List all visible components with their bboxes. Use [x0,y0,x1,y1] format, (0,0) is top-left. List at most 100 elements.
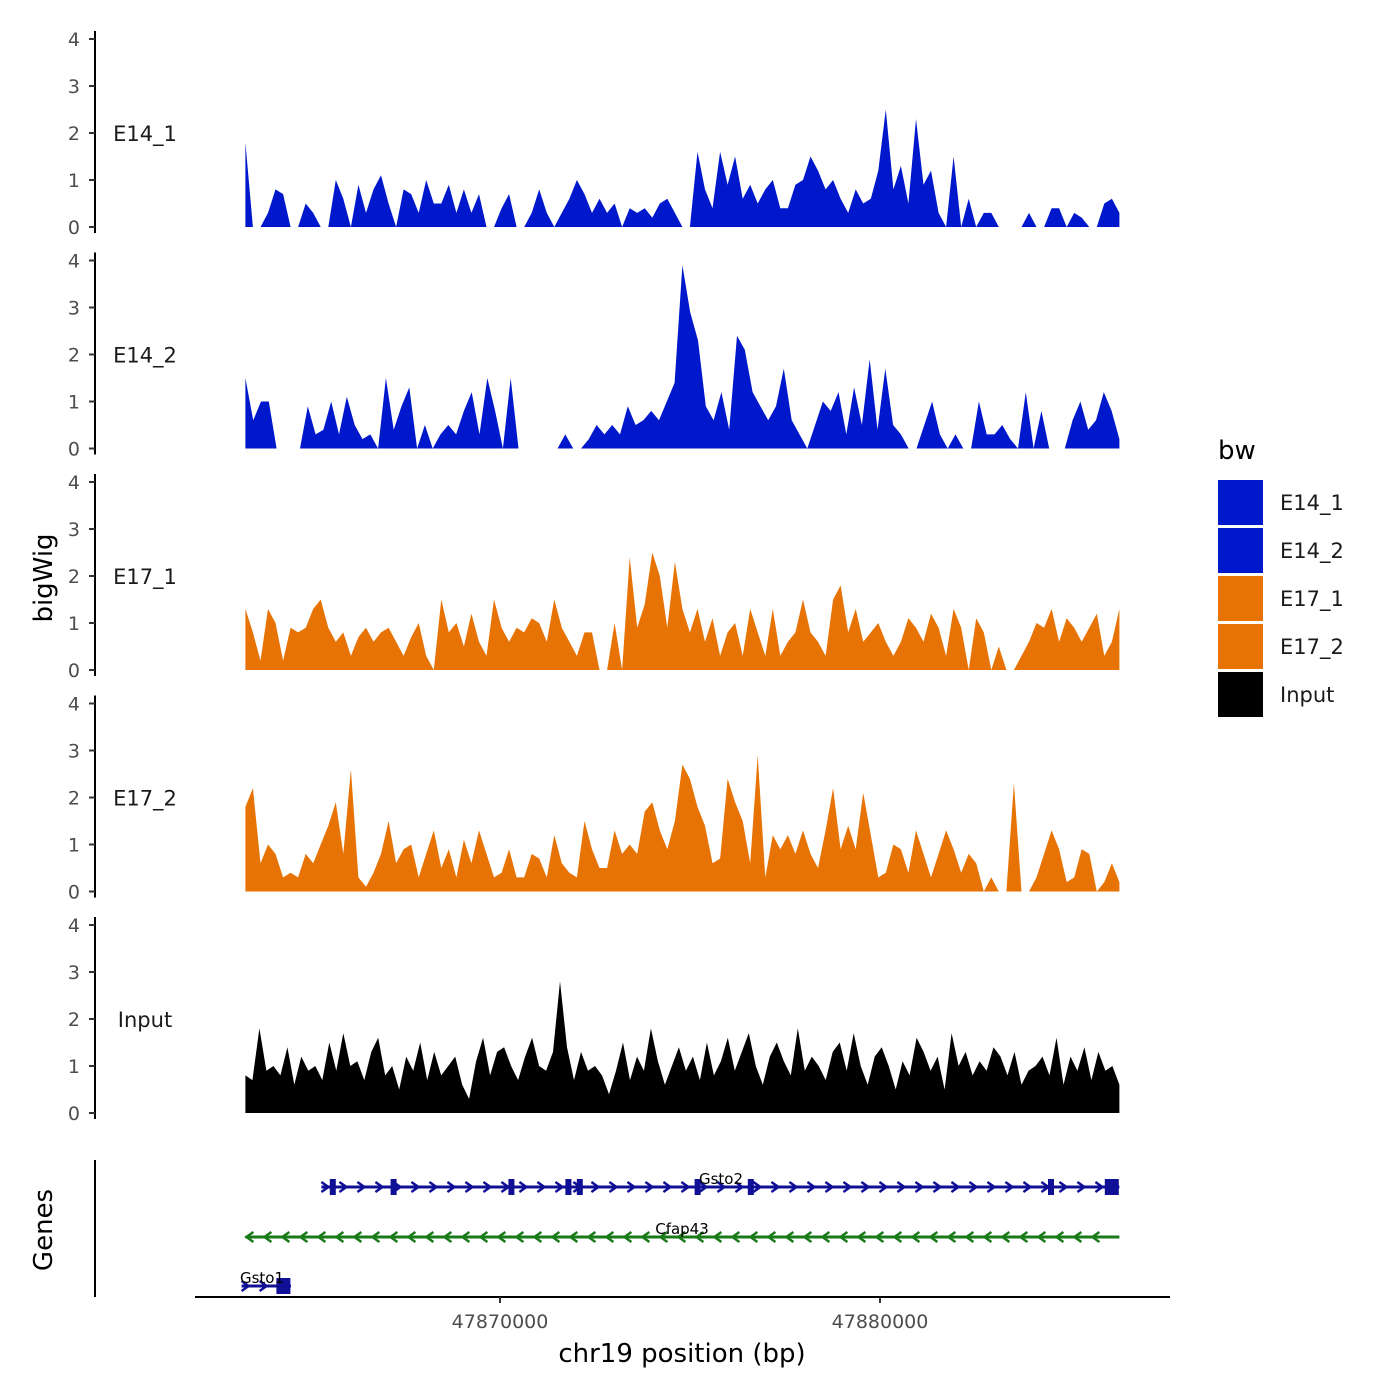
strand-arrow [838,1230,849,1244]
strand-arrow [982,1230,993,1244]
strand-arrow [424,1230,435,1244]
legend-item: E17_2 [1218,624,1344,669]
strand-arrow [640,1230,651,1244]
strand-arrow [788,1180,799,1194]
strand-arrow [748,1230,759,1244]
track-label: E14_2 [113,344,177,369]
legend-title: bw [1218,436,1256,466]
exon [1048,1179,1054,1195]
strand-arrow [770,1180,781,1194]
strand-arrow [496,1230,507,1244]
track-E14_1: 0 1 2 3 4 E14_1 [68,29,1120,239]
y-tick-label: 4 [68,472,80,494]
strand-arrow [374,1180,385,1194]
legend-label: Input [1280,683,1334,707]
strand-arrow [240,1279,251,1293]
exon [565,1179,572,1195]
strand-arrow [280,1230,291,1244]
y-tick-label: 4 [68,29,80,51]
strand-arrow [766,1230,777,1244]
gene-label: Cfap43 [655,1220,709,1238]
strand-arrow [892,1230,903,1244]
y-axis-title: bigWig [29,533,59,622]
y-tick-label: 1 [68,1056,80,1078]
exon [1104,1179,1119,1195]
legend-swatch [1218,672,1263,717]
track-E17_2: 0 1 2 3 4 E17_2 [68,694,1120,904]
y-tick-label: 0 [68,217,80,239]
strand-arrow [1004,1180,1015,1194]
strand-arrow [320,1180,331,1194]
coverage-area [245,109,1120,227]
track-label: E17_2 [113,787,177,812]
strand-arrow [370,1230,381,1244]
strand-arrow [878,1180,889,1194]
strand-arrow [946,1230,957,1244]
y-tick-label: 1 [68,392,80,414]
exon [576,1179,583,1195]
y-tick-label: 0 [68,882,80,904]
strand-arrow [856,1230,867,1244]
strand-arrow [842,1180,853,1194]
strand-arrow [482,1180,493,1194]
strand-arrow [478,1230,489,1244]
strand-arrow [1076,1180,1087,1194]
strand-arrow [532,1230,543,1244]
strand-arrow [784,1230,795,1244]
strand-arrow [568,1230,579,1244]
strand-arrow [964,1230,975,1244]
strand-arrow [662,1180,673,1194]
exon [747,1179,754,1195]
legend-swatch [1218,576,1263,621]
y-tick-label: 3 [68,519,80,541]
strand-arrow [428,1180,439,1194]
strand-arrow [608,1180,619,1194]
exon [329,1179,336,1195]
gene-Gsto1: Gsto1 [240,1269,291,1294]
strand-arrow [1072,1230,1083,1244]
strand-arrow [446,1180,457,1194]
y-tick-label: 4 [68,915,80,937]
strand-arrow [1054,1230,1065,1244]
strand-arrow [824,1180,835,1194]
strand-arrow [928,1230,939,1244]
strand-arrow [1058,1180,1069,1194]
track-E14_2: 0 1 2 3 4 E14_2 [68,251,1120,461]
strand-arrow [334,1230,345,1244]
exon [694,1179,701,1195]
strand-arrow [896,1180,907,1194]
strand-arrow [680,1180,691,1194]
y-tick-label: 2 [68,1009,80,1031]
legend-swatch [1218,480,1263,525]
strand-arrow [604,1230,615,1244]
strand-arrow [1000,1230,1011,1244]
y-tick-label: 2 [68,123,80,145]
legend-item: E14_2 [1218,528,1344,573]
gene-label: Gsto2 [699,1170,743,1188]
y-tick-label: 2 [68,788,80,810]
strand-arrow [716,1180,727,1194]
strand-arrow [950,1180,961,1194]
exon [508,1179,515,1195]
strand-arrow [338,1180,349,1194]
x-tick-label: 47870000 [452,1311,549,1333]
strand-arrow [316,1230,327,1244]
strand-arrow [550,1230,561,1244]
y-tick-label: 2 [68,566,80,588]
strand-arrow [356,1180,367,1194]
strand-arrow [410,1180,421,1194]
genes-axis-title: Genes [29,1189,59,1271]
strand-arrow [262,1230,273,1244]
coverage-area [245,265,1120,449]
legend-label: E17_1 [1280,587,1344,612]
strand-arrow [968,1180,979,1194]
strand-arrow [442,1230,453,1244]
strand-arrow [406,1230,417,1244]
strand-arrow [802,1230,813,1244]
legend-item: E14_1 [1218,480,1344,525]
strand-arrow [352,1230,363,1244]
gene-label: Gsto1 [240,1269,284,1287]
gene-Gsto2: Gsto2 [320,1170,1120,1195]
strand-arrow [820,1230,831,1244]
